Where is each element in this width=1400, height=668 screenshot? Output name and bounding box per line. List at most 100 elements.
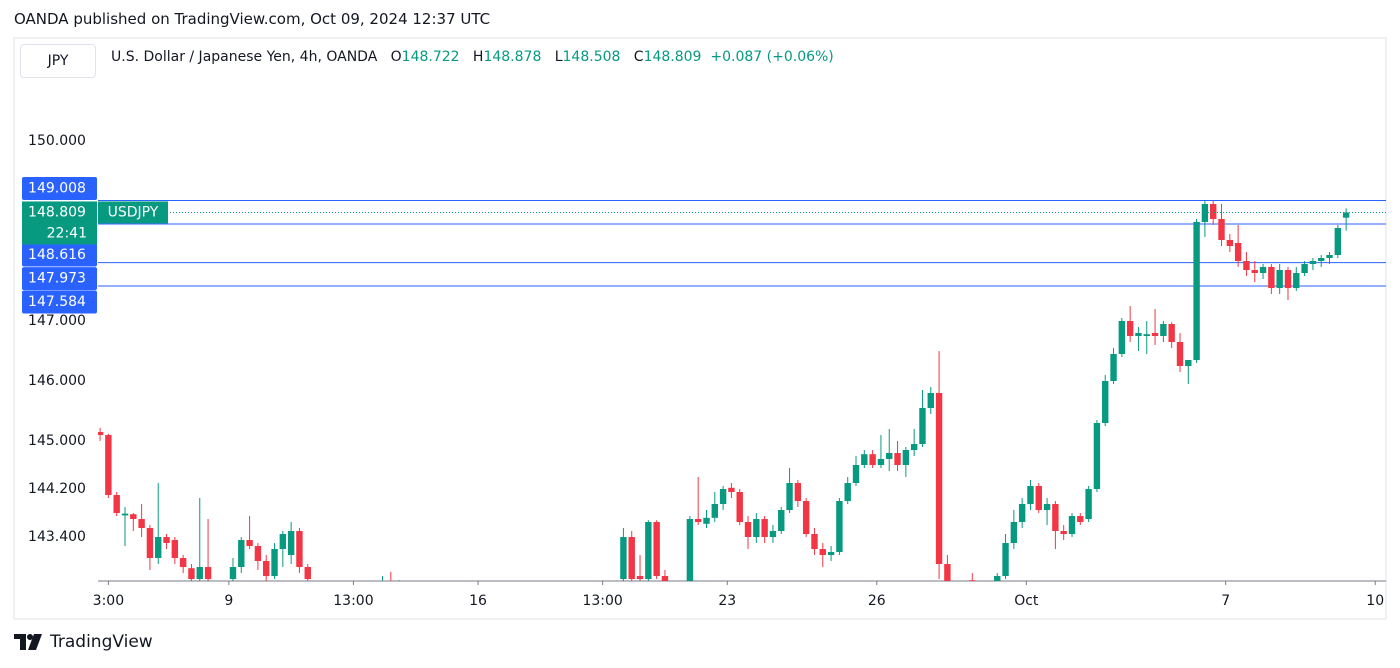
candle-body xyxy=(246,540,253,547)
candle-body xyxy=(138,519,145,529)
candle-body xyxy=(661,576,669,581)
candle-body xyxy=(171,540,179,559)
candle-body xyxy=(396,584,402,585)
countdown: 22:41 xyxy=(47,225,87,241)
y-tick-label: 145.000 xyxy=(28,433,86,449)
candle-body xyxy=(1210,203,1217,219)
candle-body xyxy=(778,510,785,532)
candle-body xyxy=(263,561,270,577)
candle-body xyxy=(1243,260,1250,270)
candle-body xyxy=(1301,263,1308,273)
candle-body xyxy=(910,444,918,451)
candle-body xyxy=(304,567,311,580)
candle-body xyxy=(869,454,876,466)
candle-body xyxy=(204,567,212,580)
x-tick-label: 9 xyxy=(224,593,233,609)
close-value: 148.809 xyxy=(643,49,702,65)
symbol-label: USDJPY xyxy=(108,204,159,220)
candle-body xyxy=(1027,486,1034,505)
candle-body xyxy=(894,453,901,466)
candle-body xyxy=(836,501,843,553)
candle-body xyxy=(238,540,245,568)
x-tick-label: 13:00 xyxy=(333,593,373,609)
candle-body xyxy=(1160,324,1167,337)
candle-body xyxy=(827,552,835,556)
change-pct: (+0.06%) xyxy=(766,49,834,65)
candle-body xyxy=(113,495,120,514)
candle-body xyxy=(1126,321,1134,337)
candle-body xyxy=(1268,266,1275,288)
y-tick-label: 143.400 xyxy=(28,529,86,545)
candle-body xyxy=(1151,333,1159,337)
x-tick-label: 10 xyxy=(1366,593,1384,609)
candle-body xyxy=(1093,423,1101,490)
candle-body xyxy=(620,537,627,580)
open-value: 148.722 xyxy=(401,49,460,65)
x-tick-label: 23 xyxy=(718,593,736,609)
candle-body xyxy=(686,519,694,581)
x-tick-label: 3:00 xyxy=(93,593,124,609)
candle-body xyxy=(254,546,262,562)
candle-body xyxy=(1284,269,1292,288)
candle-body xyxy=(1218,218,1225,240)
candle-body xyxy=(1077,516,1084,523)
logo xyxy=(14,634,42,650)
candle-body xyxy=(1118,321,1126,355)
change: +0.087 xyxy=(710,49,763,65)
candle-body xyxy=(1259,266,1267,273)
plot xyxy=(98,200,1386,585)
y-tick-label: 147.000 xyxy=(28,313,86,329)
level-label-box xyxy=(22,290,97,314)
candle-body xyxy=(1293,272,1300,288)
price-label-box xyxy=(22,201,97,245)
candle-body xyxy=(163,537,170,544)
candle-body xyxy=(121,513,129,516)
high-value: 148.878 xyxy=(483,49,542,65)
candle-body xyxy=(844,483,851,502)
candle-body xyxy=(994,576,1001,581)
level-label: 148.616 xyxy=(28,247,86,263)
candle-body xyxy=(753,519,760,538)
candle-body xyxy=(944,564,951,581)
candle-body xyxy=(902,450,910,466)
candle-body xyxy=(1185,360,1192,367)
candle-body xyxy=(271,549,278,577)
candle-body xyxy=(98,432,104,436)
candle-body xyxy=(935,393,943,565)
candle-body xyxy=(927,393,934,409)
candle-body xyxy=(296,531,303,568)
candle-body xyxy=(1342,212,1350,218)
candle-body xyxy=(919,408,926,445)
candle-body xyxy=(1002,543,1009,577)
symbol-box[interactable]: JPY xyxy=(20,44,96,78)
candle-body xyxy=(105,435,112,496)
header: OANDA published on TradingView.com, Oct … xyxy=(14,10,491,28)
x-tick-label: 7 xyxy=(1221,593,1230,609)
y-tick-label: 150.000 xyxy=(28,133,86,149)
footer: TradingView xyxy=(14,632,153,652)
candle-body xyxy=(786,483,793,511)
candle-body xyxy=(188,568,195,580)
low-value: 148.508 xyxy=(562,49,621,65)
level-label-box xyxy=(22,243,97,267)
candle-body xyxy=(794,483,802,502)
candle-body xyxy=(744,522,752,538)
footer-text: TradingView xyxy=(50,632,153,652)
candle-body xyxy=(645,522,652,580)
level-label: 147.584 xyxy=(28,294,86,310)
candle-body xyxy=(653,522,660,577)
level-label: 147.973 xyxy=(28,271,86,287)
candle-body xyxy=(388,582,394,584)
candle-body xyxy=(761,519,768,538)
candle-body xyxy=(287,531,295,556)
candle-body xyxy=(379,582,385,584)
candle-body xyxy=(1110,354,1117,382)
candle-body xyxy=(1052,504,1059,532)
price-label: 148.809 xyxy=(28,204,86,220)
candle-body xyxy=(1135,333,1142,337)
candle-body xyxy=(1193,221,1200,361)
candle-body xyxy=(1276,269,1283,288)
candle-body xyxy=(179,558,187,568)
candle-body xyxy=(1085,489,1092,520)
